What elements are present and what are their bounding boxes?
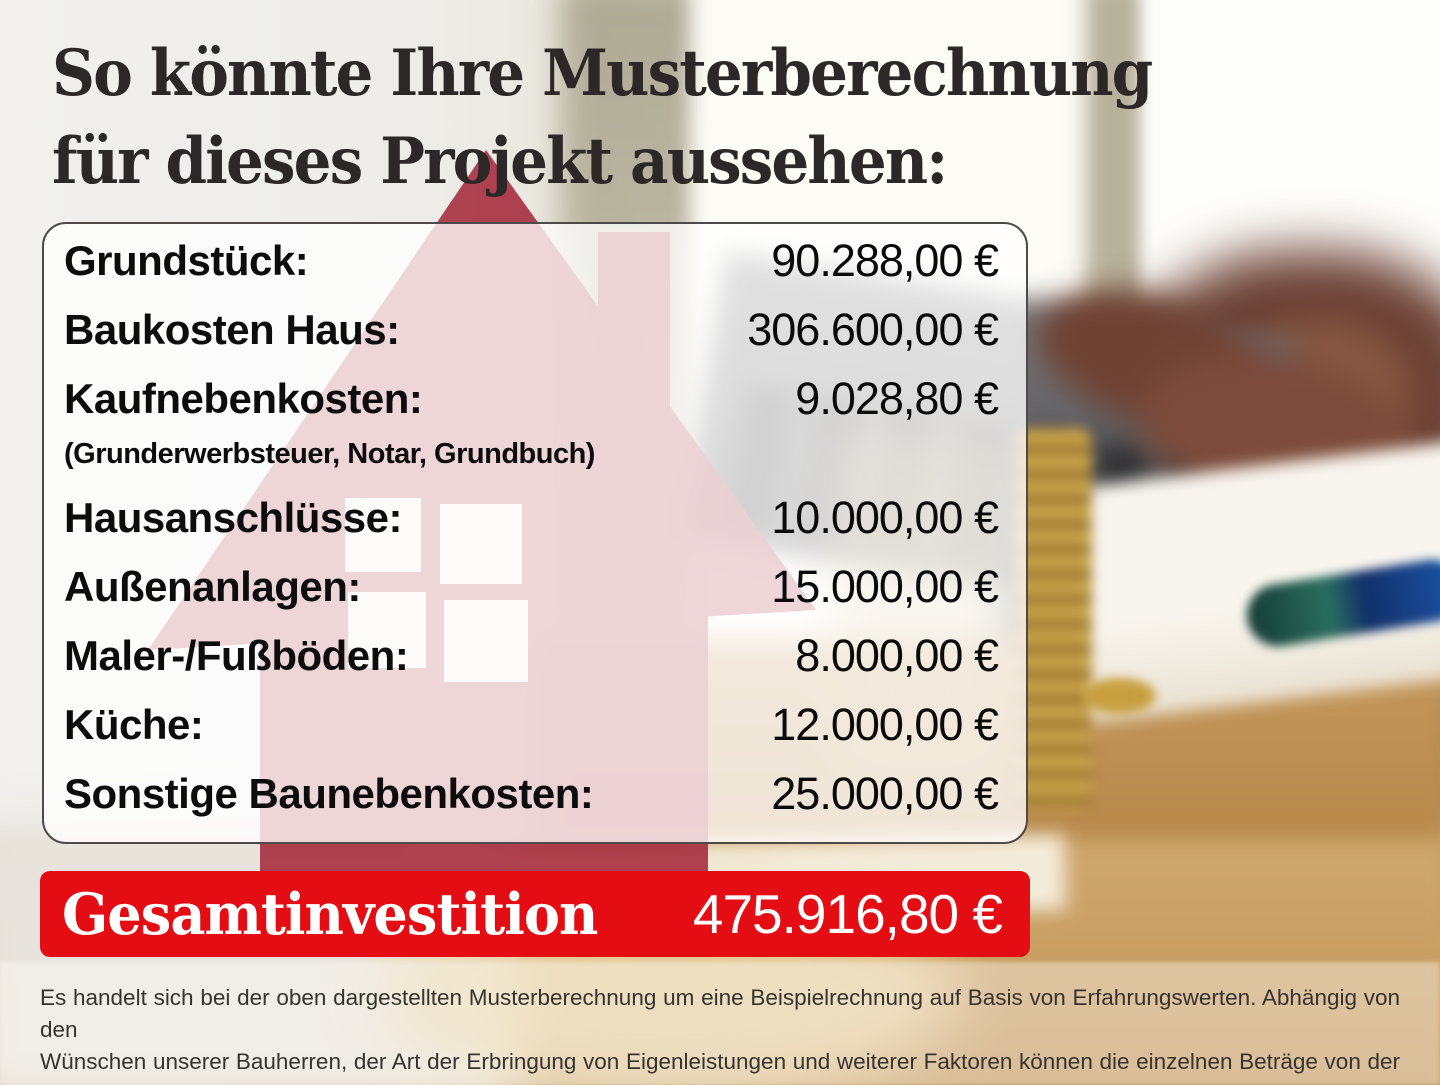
total-label: Gesamtinvestition [62,880,598,948]
row-note: (Grunderwerbsteuer, Notar, Grundbuch) [64,437,595,470]
page-title: So könnte Ihre Musterberechnung für dies… [52,30,1252,206]
row-value: 12.000,00 € [771,698,999,750]
table-row: Baukosten Haus: 306.600,00 € [64,295,999,364]
total-value: 475.916,80 € [692,883,1003,945]
row-value: 306.600,00 € [747,303,999,355]
table-row: Kaufnebenkosten: 9.028,80 € [64,364,999,433]
row-label: Grundstück: [64,236,309,284]
row-label: Hausanschlüsse: [64,493,402,541]
row-value: 9.028,80 € [795,372,999,424]
coin [1082,678,1156,714]
arm-blur [1130,250,1440,550]
disclaimer-line: Wünschen unserer Bauherren, der Art der … [40,1049,1400,1074]
table-row: Außenanlagen: 15.000,00 € [64,552,999,621]
table-row: Grundstück: 90.288,00 € [64,226,999,295]
row-value: 8.000,00 € [795,629,999,681]
disclaimer-line: dargestellten Musterberechnung abweichen… [40,1078,1400,1085]
total-banner: Gesamtinvestition 475.916,80 € [40,871,1030,957]
table-row: Hausanschlüsse: 10.000,00 € [64,483,999,552]
row-value: 15.000,00 € [771,560,999,612]
row-label: Sonstige Baunebenkosten: [64,769,594,817]
notepad-blur [1017,436,1440,729]
disclaimer-line: Es handelt sich bei der oben dargestellt… [40,985,1400,1042]
row-label: Maler-/Fußböden: [64,631,409,679]
hand-blur [1230,320,1410,460]
row-label: Küche: [64,700,204,748]
calculator-edge-blur [971,495,1440,825]
row-value: 25.000,00 € [771,767,999,819]
row-label: Außenanlagen: [64,562,361,610]
page-title-line2: für dieses Projekt aussehen: [52,124,948,199]
finger-blur [1022,265,1278,450]
disclaimer-text: Es handelt sich bei der oben dargestellt… [40,982,1400,1085]
cost-table: Grundstück: 90.288,00 € Baukosten Haus: … [42,222,1028,844]
page-title-line1: So könnte Ihre Musterberechnung [52,36,1153,111]
row-label: Kaufnebenkosten: [64,374,423,422]
pen-blur [1242,555,1440,651]
finger-blur [1130,336,1420,524]
row-value: 90.288,00 € [771,234,999,286]
table-row: Sonstige Baunebenkosten: 25.000,00 € [64,759,999,828]
table-row: Küche: 12.000,00 € [64,690,999,759]
table-row-note: (Grunderwerbsteuer, Notar, Grundbuch) [64,425,998,483]
table-row: Maler-/Fußböden: 8.000,00 € [64,621,999,690]
row-value: 10.000,00 € [771,491,999,543]
row-label: Baukosten Haus: [64,305,400,353]
